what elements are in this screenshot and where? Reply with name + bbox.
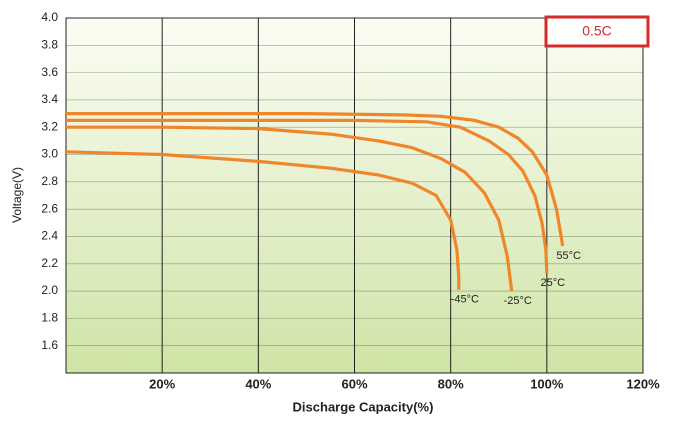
y-tick-label: 4.0: [41, 10, 58, 24]
y-tick-label: 3.0: [41, 147, 58, 161]
y-tick-label: 1.8: [41, 311, 58, 325]
series-label: -25°C: [504, 295, 532, 307]
y-tick-label: 2.6: [41, 201, 58, 215]
y-axis-label: Voltage(V): [10, 167, 24, 223]
y-tick-label: 3.6: [41, 65, 58, 79]
series-label: 25°C: [541, 277, 566, 289]
x-tick-label: 120%: [626, 376, 660, 391]
x-tick-label: 100%: [530, 376, 564, 391]
y-tick-label: 1.6: [41, 338, 58, 352]
badge-box: [544, 15, 650, 48]
series-line: [65, 150, 461, 290]
x-tick-label: 20%: [149, 376, 175, 391]
series-label: 55°C: [556, 250, 581, 262]
badge: 0.5C: [582, 23, 612, 39]
series-line: [66, 112, 565, 247]
y-tick-label: 2.4: [41, 229, 58, 243]
y-tick-label: 2.8: [41, 174, 58, 188]
series-label: -45°C: [451, 294, 479, 306]
y-tick-label: 2.0: [41, 283, 58, 297]
y-tick-label: 3.4: [41, 92, 58, 106]
y-tick-label: 2.2: [41, 256, 58, 270]
y-tick-label: 3.2: [41, 119, 58, 133]
x-tick-label: 80%: [438, 376, 464, 391]
x-tick-label: 40%: [245, 376, 271, 391]
x-tick-label: 60%: [341, 376, 367, 391]
series-line: [66, 125, 514, 292]
y-tick-label: 3.8: [41, 37, 58, 51]
x-axis-label: Discharge Capacity(%): [293, 399, 434, 414]
series-line: [66, 118, 549, 274]
